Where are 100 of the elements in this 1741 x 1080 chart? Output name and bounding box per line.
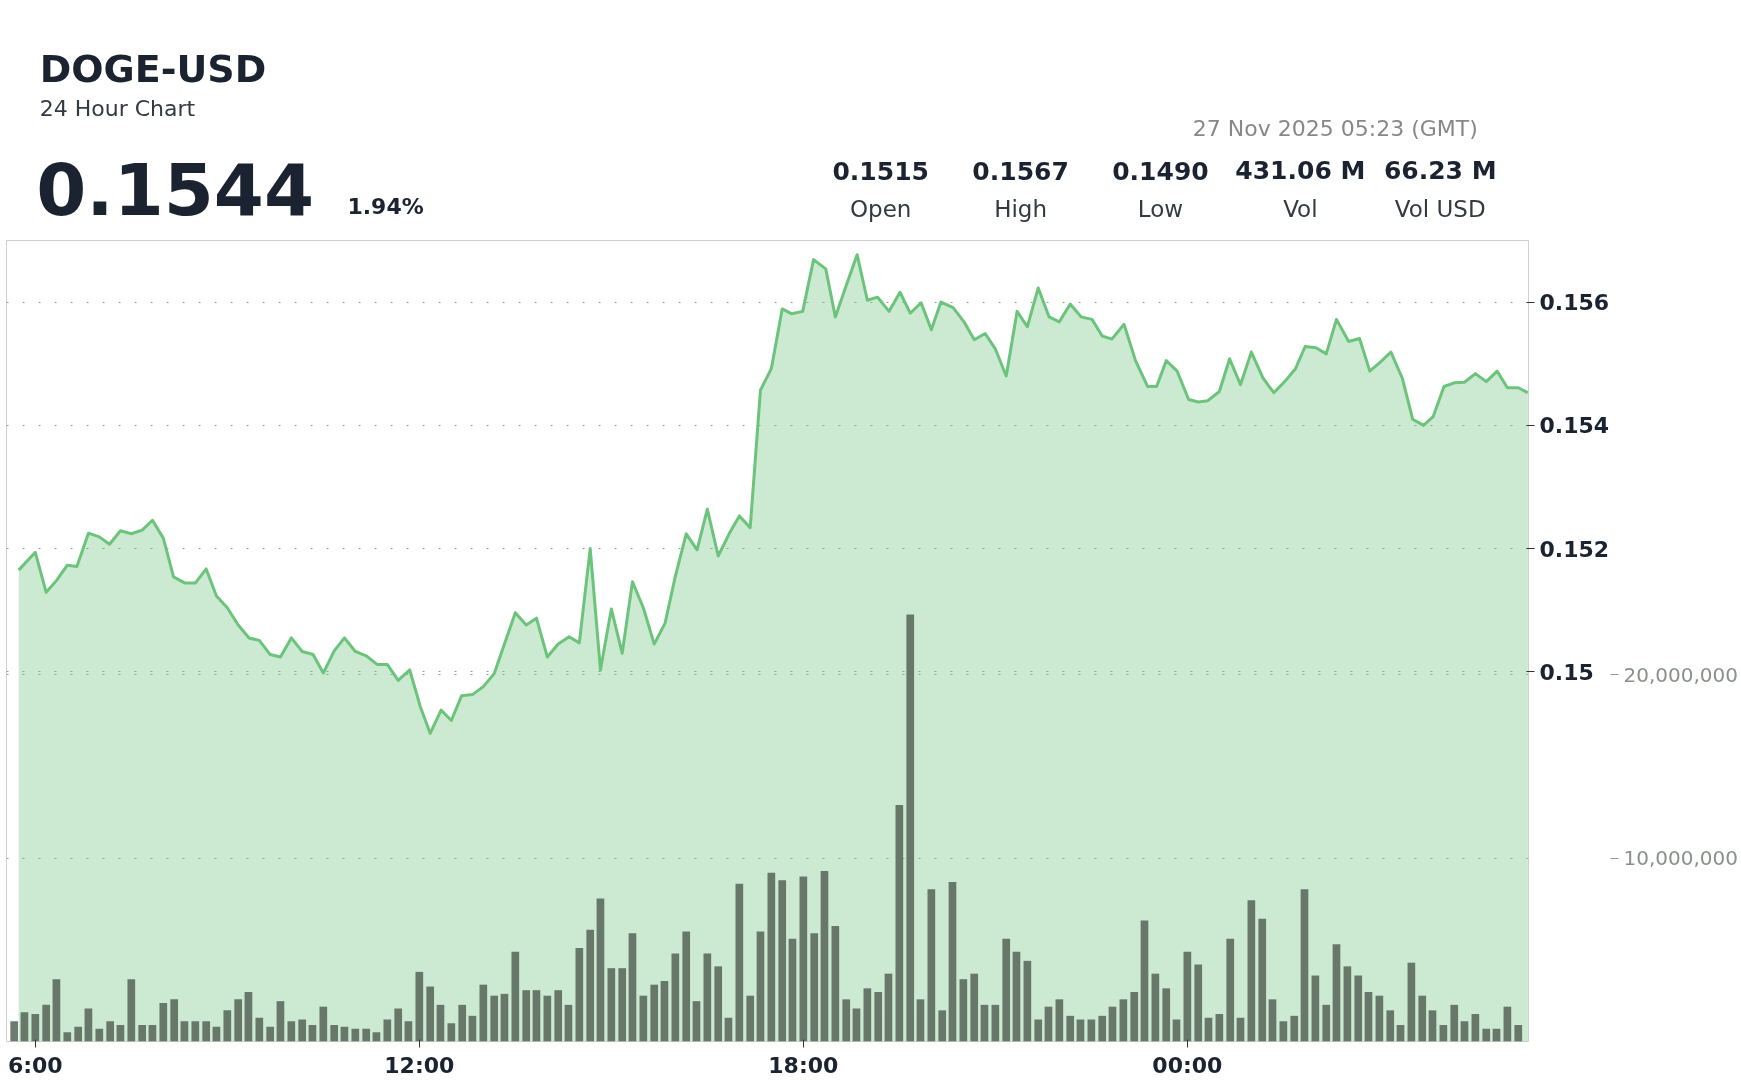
bar	[1023, 960, 1032, 1042]
bar	[63, 1032, 72, 1042]
bar	[404, 1021, 413, 1042]
bar	[639, 995, 648, 1042]
bar	[628, 933, 637, 1042]
bar	[1226, 938, 1235, 1042]
text: 0.1515	[832, 156, 929, 186]
bar	[362, 1028, 371, 1042]
y-tick-label: 0.15	[1539, 659, 1594, 685]
bar	[180, 1021, 189, 1042]
bar	[692, 1001, 701, 1042]
bar	[266, 1026, 275, 1042]
bar	[1428, 1010, 1437, 1042]
bar	[650, 984, 659, 1042]
bar	[799, 876, 808, 1042]
bar	[1183, 951, 1192, 1042]
bar	[1119, 999, 1128, 1042]
bar	[1322, 1004, 1331, 1042]
bar	[756, 931, 765, 1042]
x-tick-label: 18:00	[768, 1052, 839, 1078]
bar	[1140, 920, 1149, 1042]
bar	[1450, 1004, 1459, 1042]
bar	[415, 971, 424, 1042]
bar	[778, 880, 787, 1042]
text: 431.06 M	[1235, 156, 1366, 185]
bar	[1194, 964, 1203, 1042]
bar	[106, 1021, 115, 1042]
bar	[842, 999, 851, 1042]
bar	[682, 931, 691, 1042]
bar	[500, 993, 509, 1042]
bar	[959, 979, 968, 1042]
bar	[298, 1019, 307, 1042]
bar	[1332, 944, 1341, 1042]
bar	[276, 1001, 285, 1042]
bar	[319, 1006, 328, 1042]
bar	[1268, 999, 1277, 1042]
bar	[1258, 918, 1267, 1042]
bar	[372, 1032, 381, 1042]
bar	[1279, 1021, 1288, 1042]
bar	[1130, 992, 1139, 1042]
bar	[1386, 1010, 1395, 1042]
text: 0.1544	[36, 148, 315, 232]
bar	[1098, 1015, 1107, 1042]
bar	[490, 995, 499, 1042]
bar	[1482, 1028, 1491, 1042]
bar	[330, 1025, 339, 1042]
text: Vol USD	[1394, 195, 1486, 222]
bar	[511, 951, 520, 1042]
text: 66.23 M	[1383, 156, 1497, 185]
bar	[916, 999, 925, 1042]
bar	[575, 948, 584, 1042]
bar	[596, 898, 605, 1042]
bar	[586, 929, 595, 1042]
bar	[735, 883, 744, 1042]
bar	[1151, 973, 1160, 1042]
bar	[31, 1014, 40, 1042]
y-tick-label: 0.154	[1539, 413, 1610, 439]
bar	[74, 1026, 83, 1042]
bar	[383, 1019, 392, 1042]
bar	[788, 938, 797, 1042]
text: Low	[1137, 195, 1184, 222]
text: 0.1490	[1112, 156, 1209, 186]
bar	[1066, 1015, 1075, 1042]
bar	[884, 973, 893, 1042]
bar	[820, 871, 829, 1042]
bar	[52, 979, 61, 1042]
bar	[1162, 988, 1171, 1042]
text: 0.1567	[972, 156, 1069, 186]
bar	[234, 999, 243, 1042]
x-tick-label: 12:00	[384, 1052, 455, 1078]
text: 27 Nov 2025 05:23 (GMT)	[1192, 116, 1478, 141]
bar	[202, 1021, 211, 1042]
bar	[1247, 900, 1256, 1042]
bar	[447, 1023, 456, 1042]
text: Vol	[1283, 195, 1318, 222]
bar	[906, 614, 915, 1042]
bar	[532, 990, 541, 1042]
bar	[948, 882, 957, 1042]
bar	[543, 995, 552, 1042]
bar	[703, 953, 712, 1042]
y-tick-label: 0.156	[1539, 290, 1610, 316]
bar	[127, 979, 136, 1042]
bar	[223, 1010, 232, 1042]
bar	[1354, 975, 1363, 1042]
bar	[554, 990, 563, 1042]
text: Open	[849, 195, 912, 222]
bar	[767, 872, 776, 1042]
bar	[938, 1010, 947, 1042]
bar	[20, 1012, 29, 1042]
y2-tick-label: 20,000,000	[1623, 662, 1739, 687]
bar	[1514, 1025, 1523, 1042]
bar	[1418, 995, 1427, 1042]
bar	[1290, 1015, 1299, 1042]
bar	[287, 1021, 296, 1042]
bar	[810, 933, 819, 1042]
bar	[607, 968, 616, 1042]
bar	[671, 953, 680, 1042]
bar	[1311, 975, 1320, 1042]
x-tick-label: 00:00	[1152, 1052, 1223, 1078]
bar	[970, 973, 979, 1042]
